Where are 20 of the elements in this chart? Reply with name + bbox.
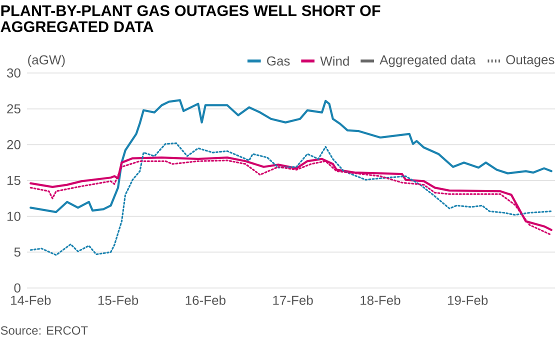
y-tick-label: 10 <box>7 212 20 221</box>
x-tick-label: 16-Feb <box>186 295 226 305</box>
legend-label: Wind <box>320 56 349 66</box>
chart-title: PLANT-BY-PLANT GAS OUTAGES WELL SHORT OF AGGREGATED DATA <box>0 5 380 32</box>
legend-label: Aggregated data <box>380 54 476 68</box>
legend-label: Outages <box>506 55 554 67</box>
y-tick-label: 5 <box>14 248 20 257</box>
legend-label: Gas <box>267 56 290 66</box>
x-tick-label: 19-Feb <box>448 295 488 305</box>
x-tick-label: 17-Feb <box>273 295 313 305</box>
source-note: Source: ERCOT <box>0 326 88 335</box>
y-tick-label: 0 <box>14 283 20 293</box>
x-tick-label: 15-Feb <box>98 295 138 305</box>
y-tick-label: 25 <box>7 104 20 114</box>
y-tick-label: 30 <box>7 68 20 78</box>
y-axis-title: (aGW) <box>28 54 65 68</box>
y-tick-label: 20 <box>7 140 20 150</box>
x-tick-label: 14-Feb <box>11 295 51 305</box>
x-tick-label: 18-Feb <box>360 295 400 305</box>
y-tick-label: 15 <box>7 176 20 186</box>
